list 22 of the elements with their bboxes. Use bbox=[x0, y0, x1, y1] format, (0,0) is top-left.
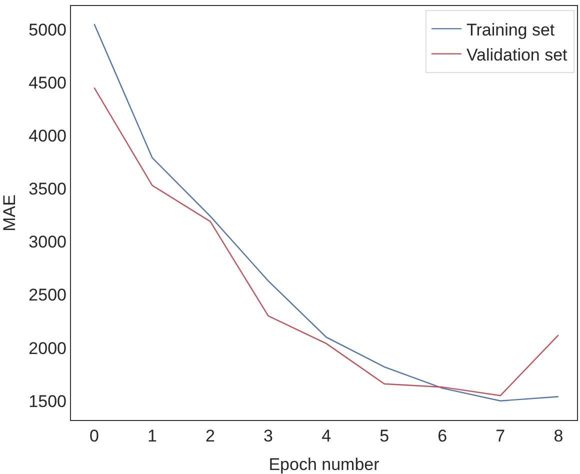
y-tick-label: 2000 bbox=[28, 338, 66, 358]
y-tick-label: 1500 bbox=[28, 392, 66, 411]
line-series bbox=[94, 87, 560, 396]
x-axis-title: Epoch number bbox=[268, 455, 380, 474]
legend-label: Training set bbox=[466, 20, 555, 40]
x-tick-label: 1 bbox=[148, 426, 157, 446]
x-tick-label: 8 bbox=[554, 426, 564, 446]
y-axis-title: MAE bbox=[0, 194, 19, 232]
x-tick-label: 6 bbox=[438, 426, 448, 446]
y-tick-label: 3000 bbox=[28, 232, 66, 252]
x-tick-label: 7 bbox=[496, 426, 506, 446]
y-tick-label: 2500 bbox=[28, 286, 66, 305]
legend-label: Validation set bbox=[466, 45, 568, 64]
x-tick-label: 5 bbox=[380, 426, 390, 446]
y-tick-label: 3500 bbox=[28, 180, 66, 199]
x-tick-label: 0 bbox=[89, 426, 99, 446]
y-tick-label: 5000 bbox=[28, 20, 66, 40]
x-tick-label: 3 bbox=[264, 426, 274, 446]
x-tick-label: 4 bbox=[322, 426, 332, 446]
x-tick-label: 2 bbox=[206, 426, 216, 446]
y-tick-label: 4500 bbox=[28, 73, 66, 92]
y-tick-label: 4000 bbox=[28, 126, 66, 146]
